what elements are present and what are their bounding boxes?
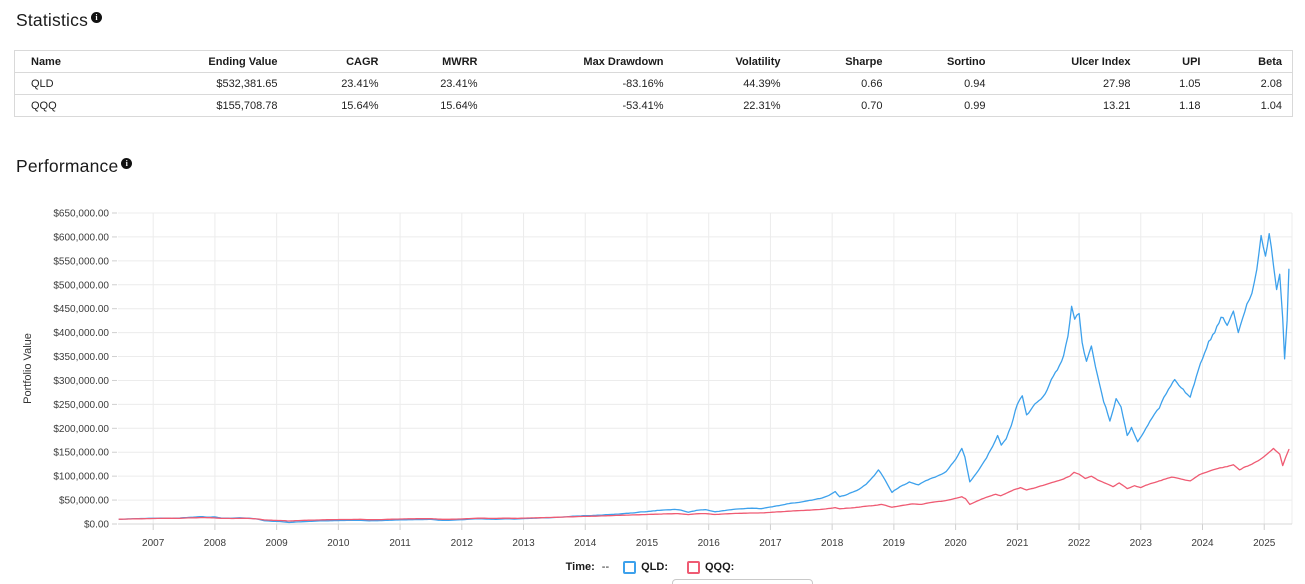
col-header-cagr: CAGR xyxy=(287,50,389,73)
cell-volatility: 22.31% xyxy=(673,94,791,117)
cell-sharpe: 0.66 xyxy=(790,72,893,95)
col-header-volatility: Volatility xyxy=(673,50,791,73)
statistics-section-title: Statistics i xyxy=(16,10,103,31)
cell-sortino: 0.99 xyxy=(892,94,996,117)
y-tick-label: $400,000.00 xyxy=(53,328,109,339)
performance-chart[interactable]: $0.00 $50,000.00 $100,000.00 $150,000.00 $20… xyxy=(0,195,1305,555)
col-header-upi: UPI xyxy=(1140,50,1211,73)
statistics-info-icon[interactable]: i xyxy=(91,12,103,23)
x-tick-label: 2025 xyxy=(1253,538,1276,549)
legend-time-value: -- xyxy=(601,561,610,573)
performance-title-text: Performance xyxy=(16,156,119,176)
col-header-ending-value: Ending Value xyxy=(160,50,288,73)
series-line-qqq xyxy=(118,447,1290,522)
statistics-table: Name Ending Value CAGR MWRR Max Drawdown… xyxy=(14,50,1293,117)
cell-name: QLD xyxy=(14,72,161,95)
partial-control-box xyxy=(672,579,813,584)
legend-time-label: Time: xyxy=(565,561,595,573)
cell-sharpe: 0.70 xyxy=(790,94,893,117)
chart-legend: Time: -- QLD: QQQ: xyxy=(0,558,1305,576)
col-header-mwrr: MWRR xyxy=(388,50,488,73)
legend-item-qqq[interactable]: QQQ: xyxy=(687,560,739,574)
y-tick-label: $500,000.00 xyxy=(53,280,109,291)
qqq-legend-swatch xyxy=(687,560,700,574)
table-row-qld: QLD $532,381.65 23.41% 23.41% -83.16% 44… xyxy=(14,72,1293,95)
x-tick-label: 2018 xyxy=(821,538,844,549)
legend-time: Time: -- xyxy=(566,561,609,573)
series-line-qld xyxy=(118,232,1290,524)
x-tick-label: 2012 xyxy=(451,538,474,549)
y-tick-label: $100,000.00 xyxy=(53,472,109,483)
col-header-max-drawdown: Max Drawdown xyxy=(487,50,674,73)
cell-mwrr: 23.41% xyxy=(388,72,488,95)
x-tick-label: 2021 xyxy=(1006,538,1029,549)
y-tick-label: $250,000.00 xyxy=(53,400,109,411)
col-header-sortino: Sortino xyxy=(892,50,996,73)
col-header-name: Name xyxy=(14,50,161,73)
x-tick-label: 2024 xyxy=(1191,538,1214,549)
x-tick-label: 2010 xyxy=(327,538,350,549)
cell-beta: 1.04 xyxy=(1210,94,1293,117)
qld-legend-swatch xyxy=(623,560,637,574)
x-tick-label: 2016 xyxy=(698,538,721,549)
legend-item-qld[interactable]: QLD: xyxy=(623,560,673,574)
col-header-beta: Beta xyxy=(1210,50,1293,73)
y-tick-label: $50,000.00 xyxy=(59,496,109,507)
y-tick-label: $300,000.00 xyxy=(53,376,109,387)
cell-sortino: 0.94 xyxy=(892,72,996,95)
cell-ending-value: $532,381.65 xyxy=(160,72,288,95)
x-tick-label: 2023 xyxy=(1130,538,1153,549)
y-tick-label: $0.00 xyxy=(84,520,109,531)
cell-upi: 1.05 xyxy=(1140,72,1211,95)
x-tick-label: 2022 xyxy=(1068,538,1091,549)
x-tick-label: 2020 xyxy=(944,538,967,549)
cell-ending-value: $155,708.78 xyxy=(160,94,288,117)
y-tick-label: $450,000.00 xyxy=(53,304,109,315)
cell-mwrr: 15.64% xyxy=(388,94,488,117)
y-tick-label: $650,000.00 xyxy=(53,209,109,220)
col-header-sharpe: Sharpe xyxy=(790,50,893,73)
x-tick-label: 2011 xyxy=(389,538,411,549)
x-tick-label: 2017 xyxy=(759,538,782,549)
qld-legend-label: QLD: xyxy=(641,561,668,573)
y-tick-label: $600,000.00 xyxy=(53,232,109,243)
cell-volatility: 44.39% xyxy=(673,72,791,95)
x-tick-label: 2008 xyxy=(204,538,227,549)
cell-max-drawdown: -53.41% xyxy=(487,94,674,117)
x-tick-label: 2009 xyxy=(266,538,289,549)
cell-upi: 1.18 xyxy=(1140,94,1211,117)
y-tick-label: $550,000.00 xyxy=(53,256,109,267)
y-tick-label: $350,000.00 xyxy=(53,352,109,363)
y-tick-label: $200,000.00 xyxy=(53,424,109,435)
y-tick-label: $150,000.00 xyxy=(53,448,109,459)
cell-beta: 2.08 xyxy=(1210,72,1293,95)
x-tick-label: 2007 xyxy=(142,538,165,549)
cell-ulcer-index: 27.98 xyxy=(995,72,1141,95)
performance-info-icon[interactable]: i xyxy=(121,158,133,169)
qqq-legend-label: QQQ: xyxy=(705,561,735,573)
cell-cagr: 15.64% xyxy=(287,94,389,117)
statistics-title-text: Statistics xyxy=(16,10,89,30)
cell-ulcer-index: 13.21 xyxy=(995,94,1141,117)
col-header-ulcer-index: Ulcer Index xyxy=(995,50,1141,73)
x-tick-label: 2015 xyxy=(636,538,659,549)
x-tick-label: 2013 xyxy=(512,538,535,549)
cell-name: QQQ xyxy=(14,94,161,117)
x-tick-label: 2019 xyxy=(883,538,906,549)
table-row-qqq: QQQ $155,708.78 15.64% 15.64% -53.41% 22… xyxy=(14,94,1293,117)
cell-cagr: 23.41% xyxy=(287,72,389,95)
x-tick-label: 2014 xyxy=(574,538,597,549)
table-header-row: Name Ending Value CAGR MWRR Max Drawdown… xyxy=(14,50,1293,73)
performance-section-title: Performance i xyxy=(16,156,133,177)
y-axis-title: Portfolio Value xyxy=(22,333,34,404)
cell-max-drawdown: -83.16% xyxy=(487,72,674,95)
